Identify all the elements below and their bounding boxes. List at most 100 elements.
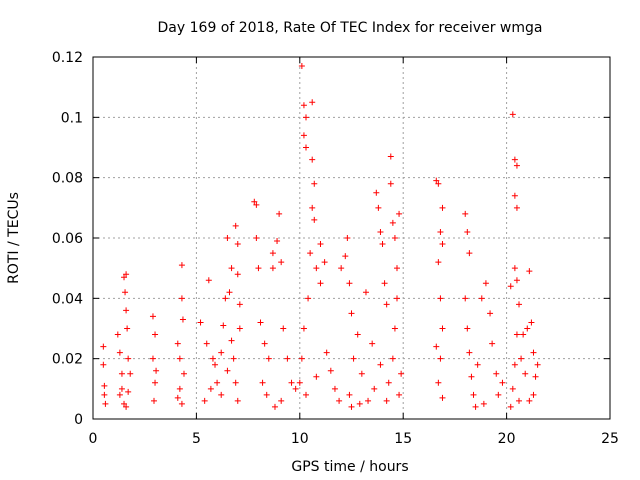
data-point-marker — [236, 325, 243, 332]
data-point-marker — [122, 289, 129, 296]
data-point-marker — [354, 331, 361, 338]
data-point-marker — [298, 355, 305, 362]
data-point-marker — [495, 391, 502, 398]
data-point-marker — [201, 397, 208, 404]
data-point-marker — [224, 367, 231, 374]
data-point-marker — [253, 235, 260, 241]
x-tick-label: 25 — [601, 431, 619, 447]
data-point-marker — [269, 250, 276, 257]
data-point-marker — [348, 403, 355, 410]
data-point-marker — [232, 222, 239, 229]
data-point-marker — [228, 265, 235, 272]
data-point-marker — [468, 373, 475, 380]
data-point-marker — [474, 361, 481, 368]
data-point-marker — [234, 397, 241, 404]
data-point-marker — [114, 331, 121, 338]
x-tick-label: 10 — [291, 431, 309, 447]
data-point-marker — [433, 343, 440, 350]
data-point-marker — [466, 349, 473, 356]
data-point-marker — [174, 340, 181, 347]
data-point-marker — [307, 250, 314, 257]
data-point-marker — [127, 370, 134, 377]
data-point-marker — [439, 204, 446, 211]
data-point-marker — [526, 397, 533, 404]
data-point-marker — [149, 355, 156, 362]
data-point-marker — [309, 156, 316, 163]
data-point-marker — [513, 277, 520, 284]
data-point-marker — [393, 265, 400, 272]
data-point-marker — [331, 385, 338, 392]
data-point-marker — [513, 204, 520, 211]
data-point-marker — [346, 391, 353, 398]
data-point-marker — [393, 295, 400, 302]
y-tick-label: 0.12 — [52, 50, 83, 66]
data-point-marker — [300, 102, 307, 109]
data-point-marker — [303, 391, 310, 398]
data-point-marker — [176, 385, 183, 392]
data-point-marker — [387, 153, 394, 160]
data-point-marker — [311, 216, 318, 223]
data-point-marker — [511, 192, 518, 199]
data-point-marker — [309, 99, 316, 106]
x-tick-label: 0 — [89, 431, 98, 447]
data-point-marker — [489, 340, 496, 347]
data-point-marker — [346, 280, 353, 287]
data-point-marker — [439, 394, 446, 401]
x-tick-label: 5 — [192, 431, 201, 447]
data-point-marker — [280, 325, 287, 332]
data-point-marker — [487, 310, 494, 317]
data-point-marker — [178, 262, 185, 269]
data-point-marker — [276, 210, 283, 217]
data-point-marker — [389, 219, 396, 226]
data-point-marker — [509, 111, 516, 118]
data-point-marker — [375, 204, 382, 211]
data-point-marker — [271, 403, 278, 410]
data-point-marker — [121, 400, 128, 407]
data-point-marker — [389, 355, 396, 362]
data-point-marker — [288, 379, 295, 386]
y-axis-title: ROTI / TECUs — [6, 192, 22, 284]
data-point-marker — [228, 337, 235, 344]
data-point-marker — [284, 355, 291, 362]
data-point-marker — [234, 241, 241, 248]
data-point-marker — [511, 156, 518, 163]
data-point-marker — [278, 259, 285, 266]
data-point-marker — [387, 180, 394, 187]
data-point-marker — [118, 370, 125, 377]
data-point-marker — [207, 385, 214, 392]
data-point-marker — [309, 204, 316, 211]
data-point-marker — [124, 325, 131, 332]
data-point-marker — [152, 379, 159, 386]
data-point-marker — [269, 265, 276, 272]
data-point-marker — [464, 325, 471, 332]
data-point-marker — [317, 241, 324, 248]
data-point-marker — [391, 325, 398, 332]
data-point-marker — [437, 295, 444, 302]
data-point-marker — [478, 295, 485, 302]
data-point-marker — [125, 355, 132, 362]
data-point-marker — [530, 349, 537, 356]
data-point-marker — [263, 391, 270, 398]
data-point-marker — [462, 295, 469, 302]
data-point-marker — [101, 391, 108, 398]
data-point-marker — [371, 385, 378, 392]
data-point-marker — [528, 319, 535, 326]
data-point-marker — [435, 180, 442, 187]
y-tick-label: 0 — [74, 412, 83, 428]
x-axis-title: GPS time / hours — [291, 459, 408, 475]
x-tick-labels: 0 5 10 15 20 25 — [89, 431, 619, 447]
data-point-marker — [336, 397, 343, 404]
data-points — [100, 63, 541, 410]
data-point-marker — [255, 265, 262, 272]
x-tick-label: 20 — [498, 431, 516, 447]
data-point-marker — [123, 307, 130, 314]
data-point-marker — [480, 400, 487, 407]
data-point-marker — [507, 403, 514, 410]
data-point-marker — [303, 114, 310, 121]
data-point-marker — [303, 144, 310, 151]
data-point-marker — [101, 382, 108, 389]
data-point-marker — [439, 325, 446, 332]
data-point-marker — [509, 385, 516, 392]
data-point-marker — [102, 400, 109, 407]
data-point-marker — [321, 259, 328, 266]
